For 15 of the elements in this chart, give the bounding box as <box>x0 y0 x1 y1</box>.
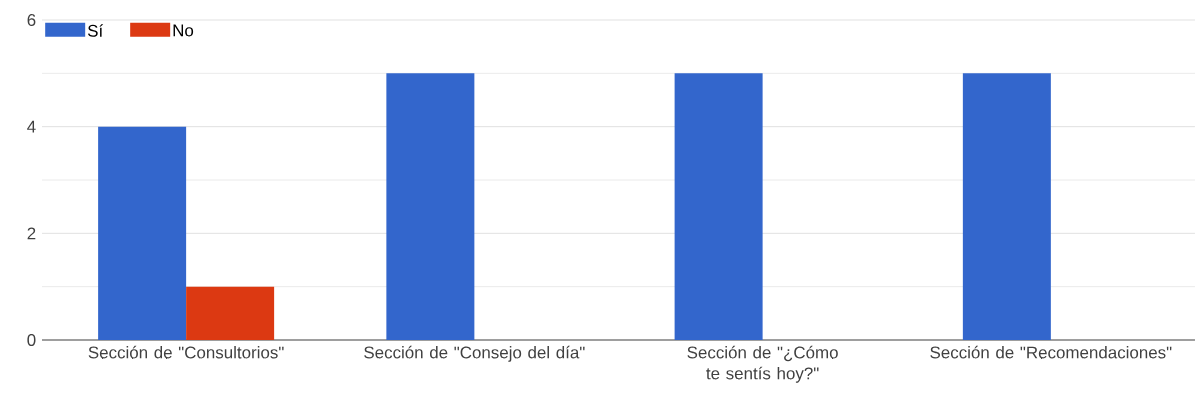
bar <box>186 286 275 340</box>
x-tick-label: Sección de "Consultorios" <box>88 345 284 359</box>
bar <box>674 73 763 340</box>
x-tick-label: Sección de "¿Cómo te sentís hoy?" <box>687 345 838 383</box>
bar <box>98 126 187 340</box>
legend-label: Sí <box>87 24 104 37</box>
y-tick-label: 6 <box>27 14 36 26</box>
x-tick-label: Sección de "Consejo del día" <box>364 345 585 362</box>
y-tick-label: 0 <box>27 334 36 346</box>
y-tick-label: 2 <box>27 227 36 240</box>
x-tick-label: Sección de "Recomendaciones" <box>930 345 1172 359</box>
bar <box>962 73 1051 340</box>
y-tick-label: 4 <box>27 120 36 133</box>
bar <box>386 73 475 340</box>
legend-label: No <box>173 24 194 37</box>
